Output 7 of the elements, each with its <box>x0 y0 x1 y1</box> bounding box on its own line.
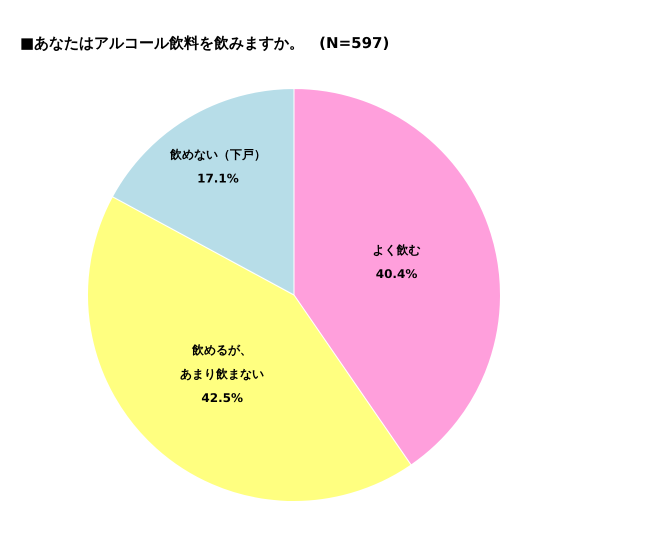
chart-title: ■あなたはアルコール飲料を飲みますか。 (N=597) <box>20 34 390 53</box>
data-label: 17.1% <box>197 171 239 186</box>
data-label: 42.5% <box>201 391 244 405</box>
slice-label: 飲めない（下戸） <box>168 147 266 162</box>
slice-label: 飲めるが、あまり飲まない <box>180 343 264 381</box>
slice-label: よく飲む <box>372 243 421 258</box>
data-label: 40.4% <box>376 267 418 282</box>
